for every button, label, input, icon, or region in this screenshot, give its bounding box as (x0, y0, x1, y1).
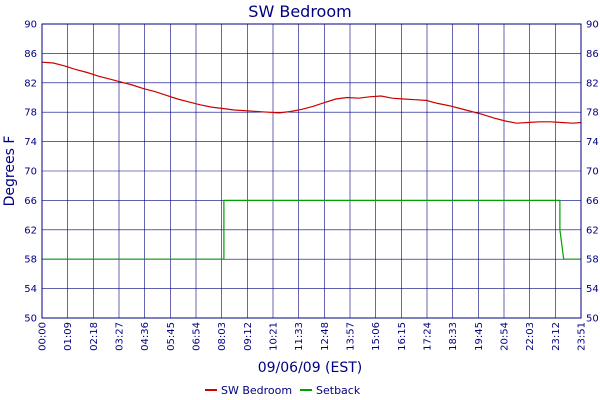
x-tick-label: 20:54 (500, 322, 511, 351)
y-tick-label-left: 62 (24, 225, 37, 236)
x-axis-title: 09/06/09 (EST) (258, 360, 363, 376)
y-tick-label-left: 50 (24, 314, 37, 325)
x-tick-label: 05:45 (166, 322, 177, 351)
x-tick-label: 22:03 (525, 322, 536, 351)
x-tick-label: 02:18 (89, 322, 100, 351)
x-tick-label: 09:12 (243, 322, 254, 351)
x-axis-ticks: 00:00 01:09 02:18 03:27 04:36 05:45 06:54 08:03… (38, 322, 588, 351)
series-lines (41, 61, 582, 260)
x-tick-label: 03:27 (115, 322, 126, 351)
y-tick-label-right: 54 (586, 284, 599, 295)
y-tick-label-left: 82 (24, 78, 37, 89)
legend: SW Bedroom Setback (205, 384, 361, 397)
y-tick-label-right: 82 (586, 78, 599, 89)
x-tick-label: 08:03 (217, 322, 228, 351)
y-axis-title: Degrees F (2, 136, 18, 207)
series-line-setback (42, 199, 581, 260)
x-tick-label: 16:15 (397, 322, 408, 351)
y-tick-label-right: 66 (586, 196, 599, 207)
chart-title: SW Bedroom (248, 2, 351, 21)
y-tick-label-left: 54 (24, 284, 37, 295)
y-tick-label-left: 66 (24, 196, 37, 207)
x-tick-label: 06:54 (192, 322, 203, 351)
x-tick-label: 15:06 (371, 322, 382, 351)
y-tick-label-left: 78 (24, 108, 37, 119)
legend-label: SW Bedroom (221, 384, 292, 397)
y-tick-label-left: 74 (24, 137, 37, 148)
y-tick-label-right: 78 (586, 108, 599, 119)
x-tick-label: 13:57 (346, 322, 357, 351)
y-tick-label-right: 90 (586, 20, 599, 31)
x-tick-label: 04:36 (140, 322, 151, 351)
y-tick-label-left: 58 (24, 255, 37, 266)
y-tick-label-right: 58 (586, 255, 599, 266)
y-tick-label-right: 62 (586, 225, 599, 236)
y-tick-label-right: 86 (586, 49, 599, 60)
x-tick-label: 23:12 (551, 322, 562, 351)
y-tick-label-right: 74 (586, 137, 599, 148)
x-tick-label: 00:00 (38, 322, 49, 351)
x-tick-label: 10:21 (269, 322, 280, 351)
y-tick-label-left: 70 (24, 167, 37, 178)
x-tick-label: 11:33 (294, 322, 305, 351)
legend-label: Setback (316, 384, 361, 397)
series-line-sw-bedroom (41, 61, 582, 124)
y-tick-label-right: 70 (586, 167, 599, 178)
x-tick-label: 23:51 (577, 322, 588, 351)
x-tick-label: 19:45 (474, 322, 485, 351)
y-tick-label-left: 90 (24, 20, 37, 31)
x-tick-label: 12:48 (320, 322, 331, 351)
x-tick-label: 01:09 (63, 322, 74, 351)
plot-frame (41, 23, 582, 319)
y-tick-label-right: 50 (586, 314, 599, 325)
y-axis-right-ticks: 50 54 58 62 66 70 74 78 82 86 90 (586, 20, 599, 325)
x-tick-label: 18:33 (448, 322, 459, 351)
y-axis-left-ticks: 50 54 58 62 66 70 74 78 82 86 90 (24, 20, 37, 325)
x-tick-label: 17:24 (423, 322, 434, 351)
y-tick-label-left: 86 (24, 49, 37, 60)
